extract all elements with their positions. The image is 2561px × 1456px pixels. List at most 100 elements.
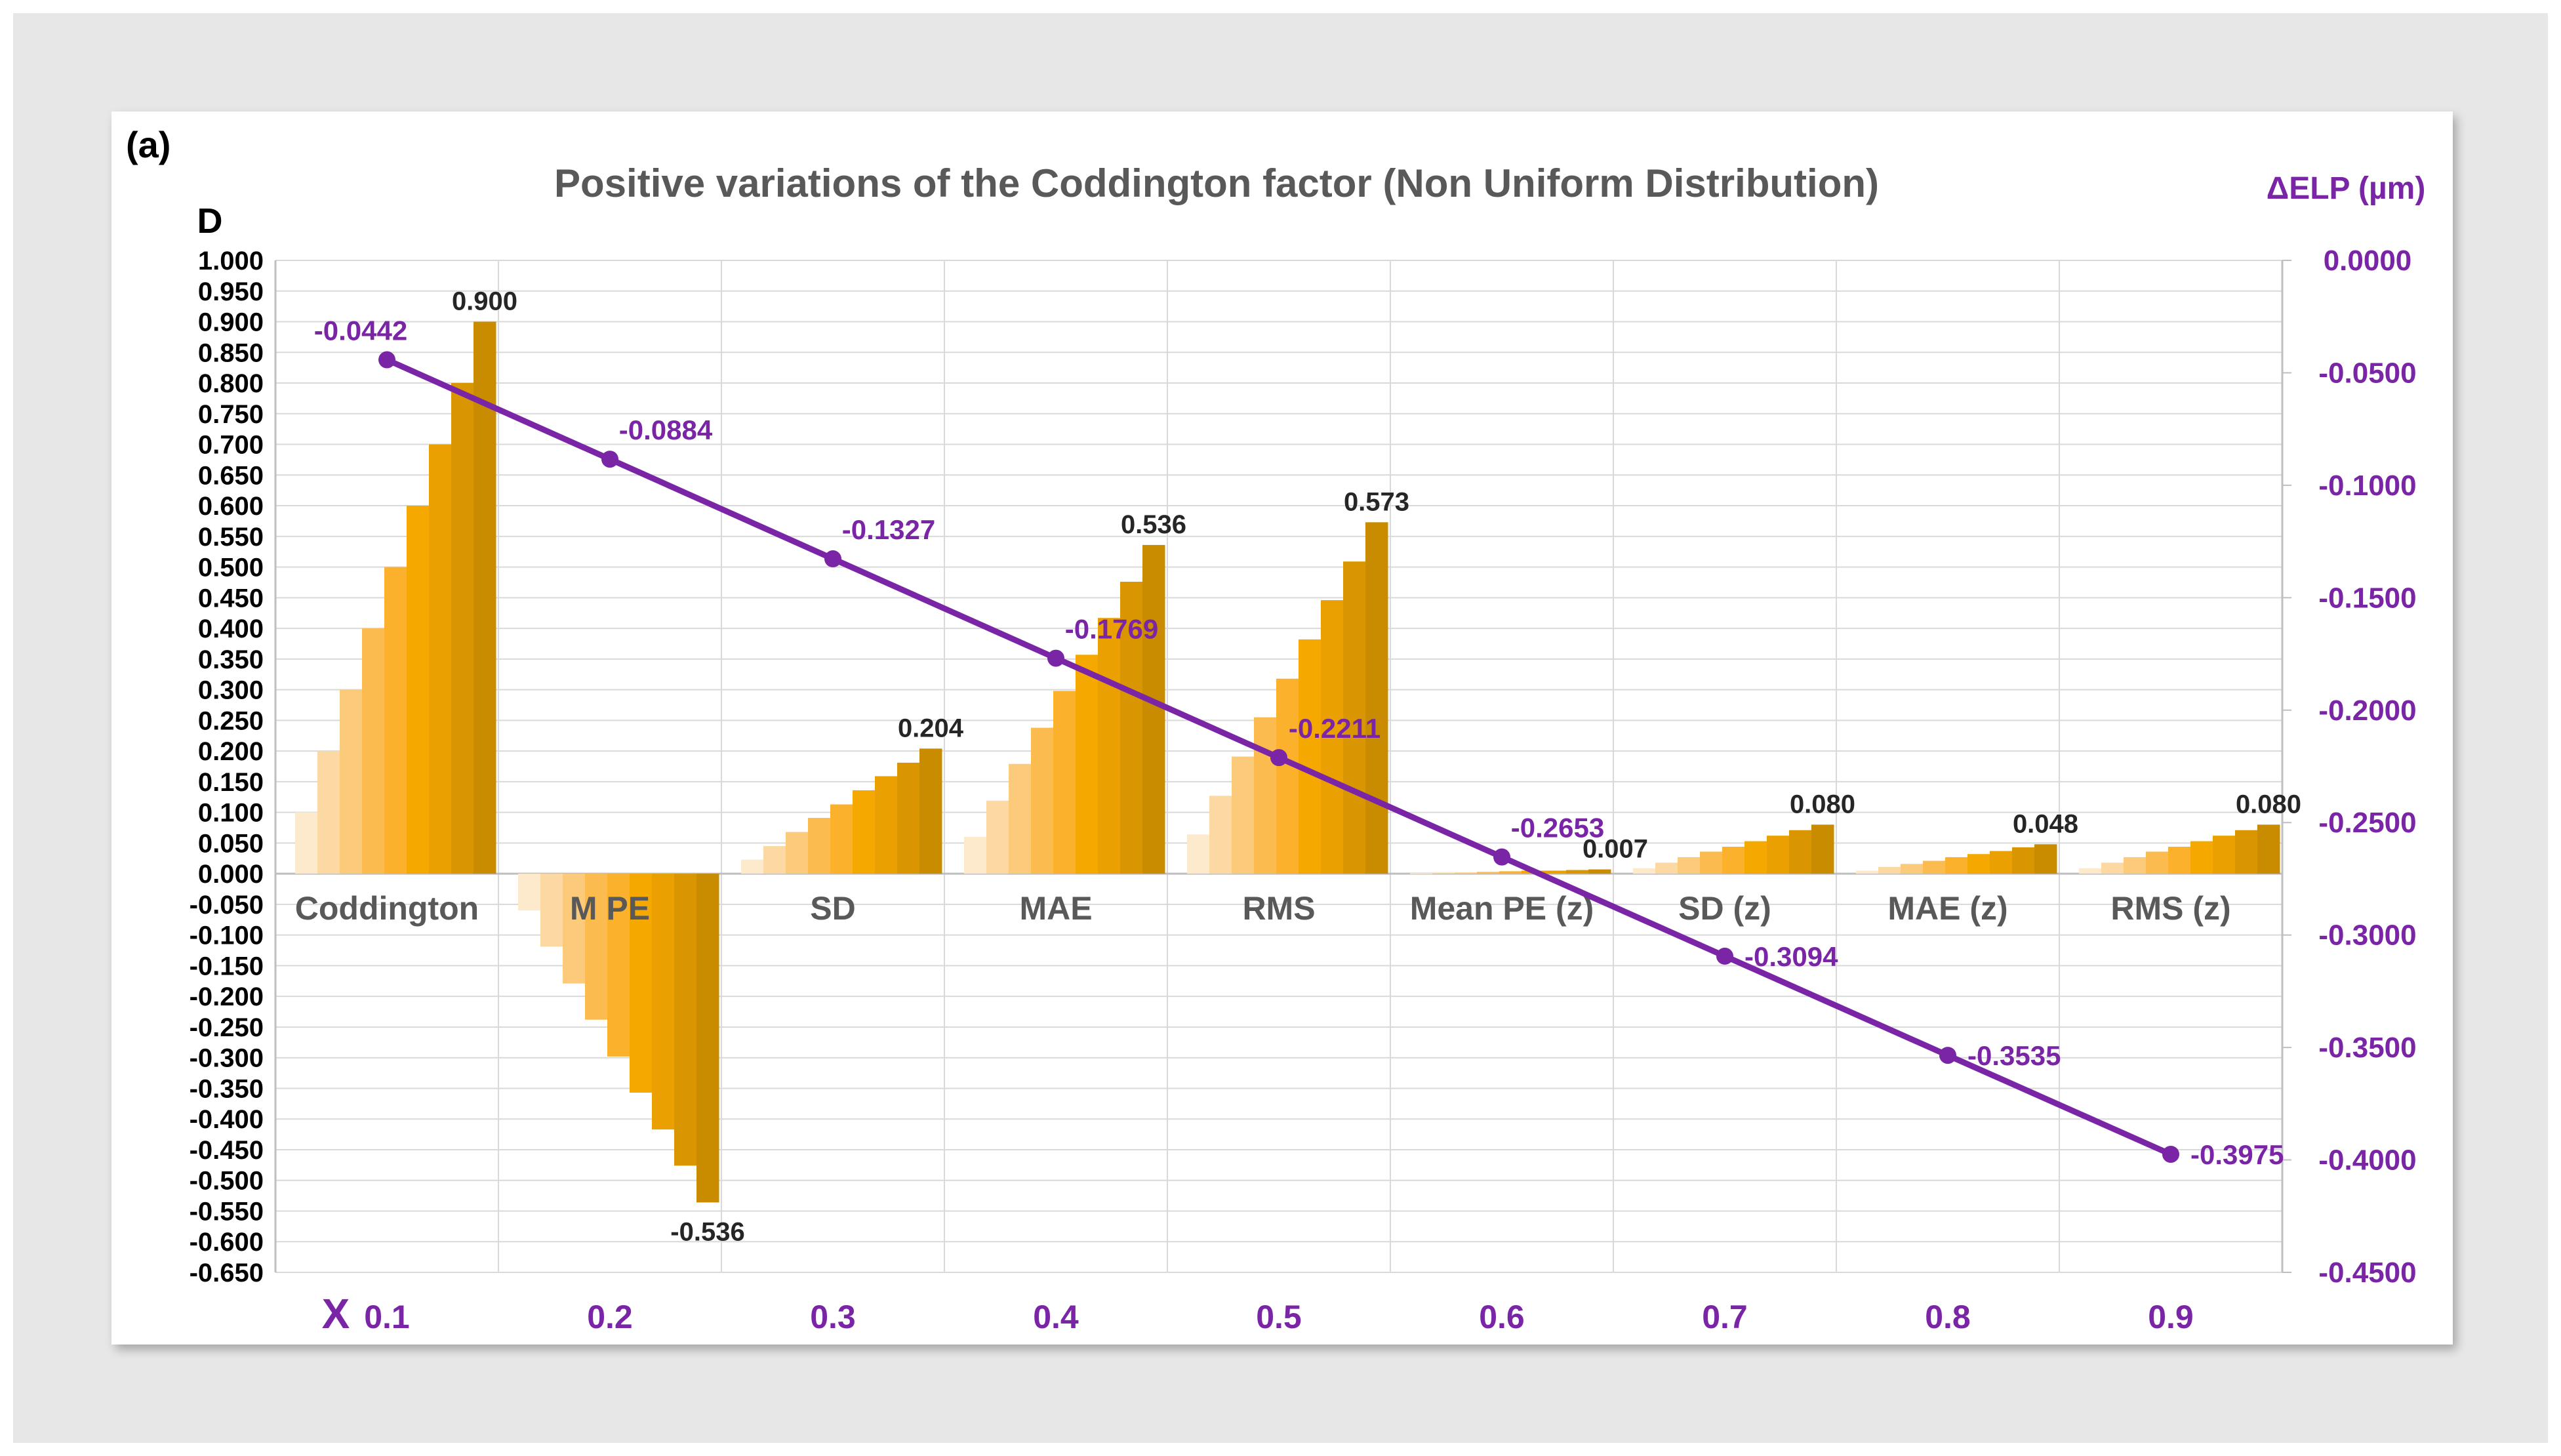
- elp-line: -0.0442 0.1 -0.0884 0.2 -0.1327 0.3 -0.1769 0.4…: [314, 315, 2284, 1335]
- y2-tick-label: -0.2000: [2318, 695, 2416, 727]
- bar: [1767, 836, 1790, 874]
- chart-card: (a) Positive variations of the Coddingto…: [111, 111, 2453, 1345]
- bar: [786, 832, 809, 874]
- y-tick-label: -0.250: [190, 1013, 264, 1042]
- y2-tick-label: -0.1000: [2318, 470, 2416, 502]
- y-tick-label: 0.500: [198, 554, 264, 582]
- panel-label: (a): [126, 124, 171, 165]
- y-tick-label: 0.350: [198, 645, 264, 674]
- bar: [897, 762, 920, 874]
- bar: [607, 874, 630, 1057]
- y-tick-label: 0.150: [198, 768, 264, 797]
- bar: [1209, 796, 1232, 874]
- chart-title: Positive variations of the Coddington fa…: [554, 161, 1879, 205]
- bar: [1477, 872, 1500, 874]
- bar: [1878, 866, 1901, 874]
- elp-value-label: -0.3535: [1967, 1040, 2061, 1071]
- bar: [518, 874, 541, 911]
- y-tick-label: -0.050: [190, 891, 264, 920]
- bar: [451, 383, 474, 874]
- y-tick-label: -0.350: [190, 1074, 264, 1103]
- bar: [919, 748, 942, 874]
- y-tick-label: 0.750: [198, 400, 264, 429]
- elp-value-label: -0.1327: [842, 514, 935, 545]
- bar: [2168, 847, 2191, 874]
- category-label: MAE: [1019, 890, 1092, 927]
- bar: [2012, 847, 2035, 874]
- y-tick-label: 0.100: [198, 799, 264, 828]
- x-tick-label: 0.3: [810, 1299, 856, 1335]
- bar: [2101, 862, 2124, 874]
- elp-value-label: -0.2653: [1511, 813, 1604, 843]
- y-tick-label: -0.300: [190, 1044, 264, 1073]
- y-tick-label: -0.100: [190, 921, 264, 950]
- bar: [2079, 868, 2102, 874]
- bar: [2034, 844, 2057, 874]
- bar: [1633, 868, 1656, 874]
- y-tick-label: 1.000: [198, 247, 264, 275]
- category-label: RMS: [1242, 890, 1315, 927]
- y-tick-label: 0.000: [198, 860, 264, 889]
- bar: [1744, 841, 1767, 874]
- elp-point: [1047, 649, 1064, 667]
- y-tick-label: 0.950: [198, 277, 264, 306]
- bar: [1923, 860, 1946, 874]
- bar-labels: 0.900 Coddington -0.536 M PE 0.204 SD 0.536 MAE…: [295, 287, 2301, 1247]
- bar: [986, 800, 1009, 874]
- y-tick-label: -0.450: [190, 1136, 264, 1165]
- y-tick-label: -0.650: [190, 1259, 264, 1287]
- bar: [1967, 854, 1990, 874]
- bars: [295, 321, 2280, 1203]
- elp-point: [601, 451, 618, 468]
- bar: [1343, 561, 1366, 874]
- y-tick-label: -0.600: [190, 1228, 264, 1257]
- bar: [1142, 544, 1165, 874]
- y2-tick-label: -0.1500: [2318, 582, 2416, 614]
- bar: [1410, 873, 1433, 874]
- y-tick-label: 0.600: [198, 492, 264, 521]
- category-label: Coddington: [295, 890, 479, 927]
- bar: [1566, 870, 1589, 874]
- bar: [652, 874, 675, 1130]
- elp-point: [1493, 848, 1510, 866]
- y-tick-label: 0.900: [198, 308, 264, 337]
- bar: [2257, 824, 2280, 874]
- bar: [1455, 872, 1478, 874]
- bar: [1722, 847, 1745, 874]
- bar: [1789, 830, 1812, 874]
- bar: [674, 874, 697, 1166]
- x-tick-label: 0.1: [364, 1299, 410, 1335]
- category-label: MAE (z): [1887, 890, 2007, 927]
- y-tick-label: -0.200: [190, 982, 264, 1011]
- axes: 1.0000.9500.9000.8500.8000.7500.7000.650…: [190, 245, 2417, 1289]
- bar: [1299, 639, 1321, 874]
- bar: [1076, 655, 1099, 874]
- bar-value-label: 0.080: [2236, 790, 2301, 819]
- elp-point: [824, 550, 841, 568]
- bar: [1432, 872, 1455, 874]
- y-tick-label: -0.150: [190, 952, 264, 981]
- y2-tick-label: -0.2500: [2318, 807, 2416, 839]
- bar: [763, 846, 786, 874]
- category-label: Mean PE (z): [1410, 890, 1594, 927]
- y-tick-label: 0.400: [198, 615, 264, 643]
- bar: [1990, 851, 2013, 874]
- bar: [1009, 763, 1032, 874]
- y-tick-label: -0.400: [190, 1105, 264, 1134]
- bar: [741, 859, 764, 874]
- bar: [1321, 600, 1344, 874]
- category-label: RMS (z): [2110, 890, 2230, 927]
- bar: [630, 874, 653, 1093]
- bar: [474, 321, 496, 874]
- x-tick-label: 0.6: [1479, 1299, 1525, 1335]
- y-tick-label: 0.700: [198, 431, 264, 460]
- y2-tick-label: -0.4500: [2318, 1257, 2416, 1289]
- elp-point: [1939, 1047, 1956, 1064]
- bar: [2190, 841, 2213, 874]
- x-tick-label: 0.2: [587, 1299, 633, 1335]
- y-tick-label: 0.650: [198, 461, 264, 490]
- category-label: SD (z): [1678, 890, 1771, 927]
- y2-tick-label: -0.4000: [2318, 1144, 2416, 1177]
- bar-value-label: -0.536: [670, 1217, 744, 1246]
- x-axis-title: X: [322, 1290, 350, 1337]
